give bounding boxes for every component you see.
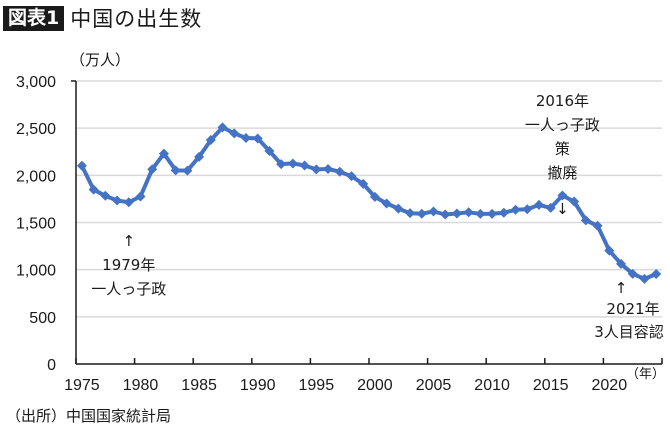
- data-point-marker: [592, 220, 603, 231]
- data-point-marker: [205, 135, 216, 146]
- data-point-marker: [616, 258, 627, 269]
- data-point-marker: [557, 190, 568, 201]
- birth-count-line: [80, 125, 657, 281]
- data-point-marker: [381, 198, 392, 209]
- x-tick-label: 1995: [299, 377, 335, 394]
- data-point-marker: [112, 195, 123, 206]
- y-tick-label: 1,000: [16, 263, 56, 280]
- y-axis-unit: （万人）: [70, 51, 131, 69]
- x-axis-unit: （年）: [626, 367, 665, 382]
- x-tick-label: 2005: [416, 377, 452, 394]
- data-point-marker: [510, 204, 521, 215]
- y-tick-label: 0: [47, 357, 56, 374]
- x-tick-label: 1980: [123, 377, 159, 394]
- y-tick-label: 3,000: [16, 74, 56, 91]
- data-point-marker: [405, 208, 416, 219]
- data-point-marker: [311, 164, 322, 175]
- data-point-marker: [522, 204, 533, 215]
- x-tick-label: 1990: [240, 377, 276, 394]
- data-point-marker: [276, 159, 287, 170]
- annotation-arrow: ↓: [556, 200, 569, 218]
- data-point-marker: [182, 165, 193, 176]
- data-point-marker: [287, 158, 298, 169]
- data-point-marker: [604, 245, 615, 256]
- annotation-2016: 2016年: [536, 92, 589, 110]
- source-note: （出所）中国国家統計局: [6, 407, 172, 425]
- data-point-marker: [639, 273, 650, 284]
- data-point-marker: [428, 206, 439, 217]
- data-point-marker: [451, 208, 462, 219]
- data-point-marker: [545, 202, 556, 213]
- data-point-marker: [240, 132, 251, 143]
- data-point-marker: [170, 165, 181, 176]
- annotation-2021: 3人目容認: [594, 323, 664, 341]
- data-point-marker: [100, 190, 111, 201]
- data-point-marker: [123, 197, 134, 208]
- annotation-arrow: ↑: [615, 279, 628, 297]
- x-tick-label: 2020: [592, 377, 628, 394]
- y-tick-label: 2,500: [16, 121, 56, 138]
- y-tick-label: 1,500: [16, 216, 56, 233]
- x-tick-label: 2010: [474, 377, 510, 394]
- data-point-marker: [498, 207, 509, 218]
- data-point-marker: [475, 208, 486, 219]
- data-point-marker: [627, 268, 638, 279]
- data-point-marker: [358, 178, 369, 189]
- data-point-marker: [217, 122, 228, 133]
- data-point-marker: [533, 199, 544, 210]
- x-tick-label: 1975: [64, 377, 100, 394]
- data-point-marker: [369, 191, 380, 202]
- data-point-marker: [440, 209, 451, 220]
- data-point-marker: [346, 171, 357, 182]
- data-point-marker: [334, 166, 345, 177]
- data-point-marker: [463, 207, 474, 218]
- data-point-marker: [487, 208, 498, 219]
- data-point-marker: [580, 215, 591, 226]
- annotation-2016: 策: [555, 140, 570, 158]
- x-tick-label: 2015: [533, 377, 569, 394]
- chart-title: 中国の出生数: [70, 7, 203, 31]
- data-point-marker: [416, 208, 427, 219]
- annotation-2016: 撤廃: [547, 164, 577, 182]
- data-point-marker: [264, 145, 275, 156]
- annotation-1979: 一人っ子政: [91, 280, 166, 298]
- data-point-marker: [194, 151, 205, 162]
- data-point-marker: [651, 269, 662, 280]
- annotation-arrow: ↑: [122, 232, 135, 250]
- data-point-marker: [135, 191, 146, 202]
- x-tick-label: 1985: [181, 377, 217, 394]
- annotation-2016: 一人っ子政: [525, 116, 600, 134]
- data-point-marker: [252, 133, 263, 144]
- y-tick-label: 2,000: [16, 168, 56, 185]
- data-point-marker: [158, 148, 169, 159]
- chart-title-row: 図表1 中国の出生数: [3, 5, 202, 31]
- data-point-marker: [88, 184, 99, 195]
- data-point-marker: [299, 160, 310, 171]
- x-tick-label: 2000: [357, 377, 393, 394]
- data-point-marker: [569, 196, 580, 207]
- data-point-marker: [323, 164, 334, 175]
- figure-badge: 図表1: [3, 5, 65, 31]
- annotation-2021: 2021年: [606, 300, 659, 318]
- annotation-1979: 1979年: [102, 256, 155, 274]
- data-point-marker: [229, 128, 240, 139]
- data-point-marker: [147, 164, 158, 175]
- data-point-marker: [76, 160, 87, 171]
- y-tick-label: 500: [29, 310, 56, 327]
- data-point-marker: [393, 203, 404, 214]
